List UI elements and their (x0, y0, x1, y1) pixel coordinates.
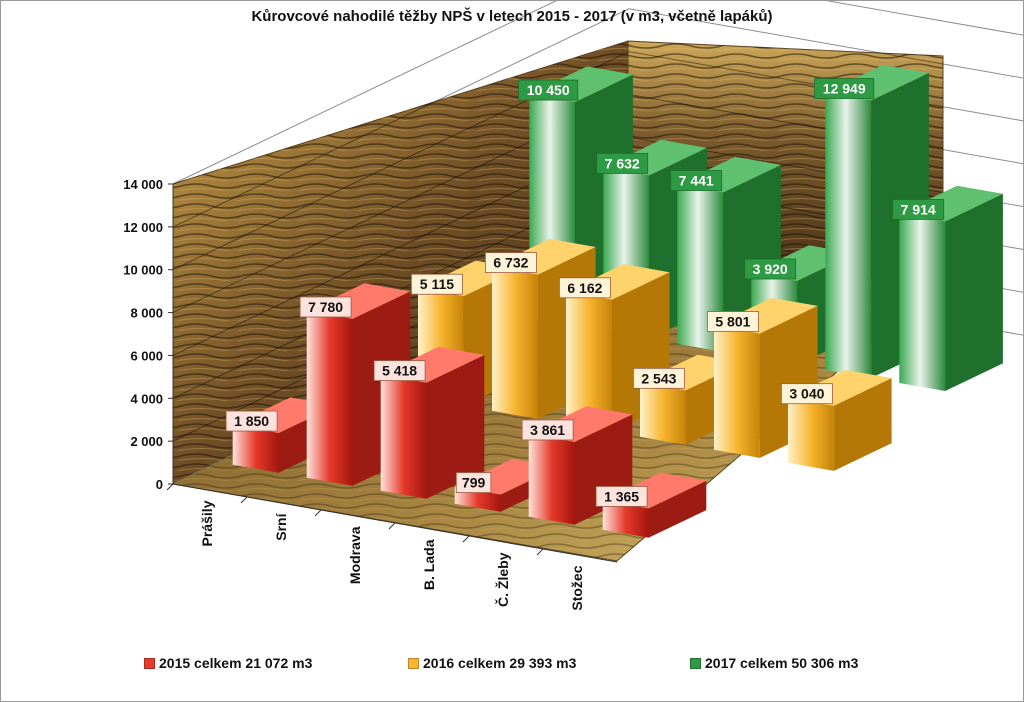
data-label: 7 780 (308, 299, 343, 315)
bar-front (899, 213, 946, 391)
bar-front (825, 92, 872, 378)
x-axis: Prášily Srní Modrava B. Lada Č. Žleby Stožec (166, 483, 618, 611)
y-tick-label: 8 000 (130, 306, 163, 321)
y-axis: 0 2 000 4 000 6 000 8 000 10 000 12 000 14 000 (123, 177, 174, 492)
bar-front (232, 425, 279, 473)
data-label-box (707, 311, 759, 332)
bar-front (640, 382, 686, 445)
x-tick-label: Srní (273, 512, 289, 540)
x-tick-label: Modrava (347, 526, 363, 584)
data-label: 10 450 (527, 82, 570, 98)
legend-label-2015: 2015 celkem 21 072 m3 (159, 655, 313, 671)
bar-front (677, 184, 724, 352)
x-tick-label: B. Lada (421, 539, 437, 590)
chart-title: Kůrovcové nahodilé těžby NPŠ v letech 20… (251, 8, 773, 25)
y-tick-label: 0 (156, 477, 163, 492)
data-label-box (455, 472, 492, 493)
bar-front (714, 325, 760, 458)
data-label: 12 949 (823, 81, 866, 97)
bar-side (426, 355, 485, 499)
legend-item-2015: 2015 celkem 21 072 m3 (144, 653, 312, 673)
y-tick-label: 4 000 (130, 391, 163, 406)
data-label-box (633, 367, 685, 389)
x-tick-label: Stožec (569, 565, 585, 610)
bar-2016-Č. Žleby: 5 801 (707, 297, 818, 458)
data-label-box (225, 410, 278, 432)
data-label-box (892, 199, 945, 220)
data-label: 6 162 (567, 280, 602, 296)
data-label: 5 418 (382, 363, 417, 379)
data-label: 7 632 (605, 155, 640, 171)
bar-side (648, 480, 707, 538)
data-label-box (518, 79, 579, 101)
bar-2015-Stožec: 1 365 (595, 472, 707, 538)
bar-2017-Stožec: 7 914 (892, 185, 1003, 391)
legend-swatch-2017 (690, 657, 701, 669)
bar-2016-Stožec: 3 040 (781, 370, 892, 471)
data-label-box (484, 252, 537, 273)
legend-label-2017: 2017 celkem 50 306 m3 (705, 655, 859, 671)
data-label: 7 914 (901, 201, 936, 217)
data-label: 6 732 (493, 255, 528, 271)
y-tick-label: 14 000 (123, 177, 163, 192)
bar-side (945, 193, 1003, 391)
data-label: 799 (462, 475, 486, 491)
data-label-box (410, 273, 463, 295)
bar-2016-Modrava: 6 162 (559, 264, 670, 432)
legend-item-2017: 2017 celkem 50 306 m3 (690, 653, 858, 673)
data-label: 3 040 (789, 386, 824, 402)
legend-item-2016: 2016 celkem 29 393 m3 (408, 653, 576, 673)
data-label: 7 441 (679, 173, 714, 189)
legend-swatch-2016 (408, 657, 419, 669)
bar-front (602, 500, 649, 538)
bar-front (492, 266, 538, 419)
legend-label-2016: 2016 celkem 29 393 m3 (423, 655, 577, 671)
data-label-box (521, 419, 574, 441)
data-label-box (670, 170, 723, 191)
data-label: 2 543 (641, 370, 676, 386)
x-tick-label: Č. Žleby (494, 552, 511, 607)
data-label: 3 920 (753, 261, 788, 277)
y-tick-label: 6 000 (130, 348, 163, 363)
gridline (172, 8, 1023, 228)
data-label-box (596, 153, 649, 174)
data-label-box (595, 486, 648, 507)
bar-front (306, 310, 353, 486)
data-label-box (744, 258, 797, 280)
data-label-box (781, 383, 833, 405)
data-label: 3 861 (530, 422, 565, 438)
legend-swatch-2015 (144, 657, 155, 669)
data-label-box (559, 277, 611, 299)
bars: 10 450 7 632 7 441 3 920 12 949 7 914 5 115 6 7… (225, 64, 1003, 538)
x-tick-label: Prášily (199, 500, 215, 546)
data-label-box (814, 78, 875, 99)
y-tick-label: 10 000 (123, 263, 163, 278)
data-label-box (299, 296, 352, 318)
y-tick-label: 2 000 (130, 434, 163, 449)
data-label-box (373, 360, 426, 381)
bar-front (528, 433, 575, 525)
bar-front (380, 374, 427, 499)
data-label: 5 115 (420, 276, 454, 292)
bar-front (788, 397, 834, 471)
bar-front (566, 291, 612, 432)
bar-2015-Modrava: 5 418 (373, 346, 485, 499)
data-label: 1 365 (604, 488, 639, 504)
data-label: 1 850 (234, 413, 269, 429)
gridline (172, 1, 1023, 185)
data-label: 5 801 (715, 314, 750, 330)
bar-side (833, 378, 892, 471)
y-tick-label: 12 000 (123, 220, 163, 235)
